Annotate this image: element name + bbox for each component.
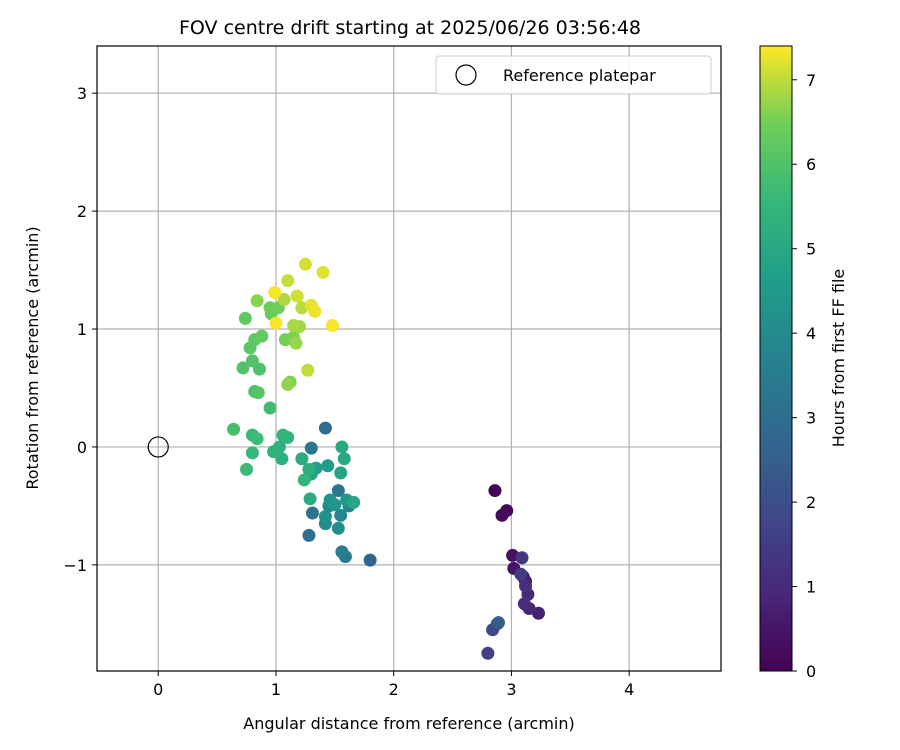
legend: Reference platepar (435, 55, 712, 95)
data-point (328, 498, 342, 512)
data-point (318, 421, 332, 435)
x-tick-label: 3 (506, 680, 516, 699)
colorbar-tick-label: 2 (806, 493, 816, 512)
colorbar-ticks: 0 1 2 3 4 5 6 7 (792, 71, 816, 681)
data-point (334, 508, 348, 522)
y-tick-label: 1 (77, 320, 87, 339)
y-tick-label: 0 (77, 438, 87, 457)
grid-lines (97, 46, 721, 671)
data-point (236, 361, 250, 375)
legend-entry-label: Reference platepar (503, 66, 656, 85)
y-axis-ticks: −1 0 1 2 3 (63, 84, 97, 575)
data-point (335, 545, 349, 559)
data-point (250, 294, 264, 308)
data-point (318, 510, 332, 524)
x-axis-label: Angular distance from reference (arcmin) (243, 714, 574, 733)
chart-title: FOV centre drift starting at 2025/06/26 … (179, 17, 641, 39)
data-point (519, 579, 533, 593)
data-point (334, 466, 348, 480)
data-point (331, 484, 345, 498)
data-point (302, 528, 316, 542)
data-point (495, 508, 509, 522)
data-point (316, 265, 330, 279)
data-point (227, 422, 241, 436)
data-point (481, 646, 495, 660)
data-point (240, 462, 254, 476)
colorbar-tick-label: 3 (806, 409, 816, 428)
legend-box (435, 55, 712, 95)
data-point (308, 304, 322, 318)
reference-marker-group (147, 436, 169, 458)
data-point (269, 316, 283, 330)
data-point (335, 440, 349, 454)
data-point (301, 363, 315, 377)
x-tick-label: 0 (153, 680, 163, 699)
data-point (363, 553, 377, 567)
data-point (298, 257, 312, 271)
y-axis-label: Rotation from reference (arcmin) (23, 226, 42, 489)
colorbar (759, 45, 793, 672)
data-point (321, 459, 335, 473)
data-point (251, 386, 265, 400)
data-point (337, 452, 351, 466)
data-point (289, 336, 303, 350)
data-point (514, 567, 528, 581)
y-tick-label: 2 (77, 202, 87, 221)
y-tick-label: −1 (63, 556, 87, 575)
data-point (488, 484, 502, 498)
x-axis-ticks: 0 1 2 3 4 (153, 671, 634, 699)
colorbar-tick-label: 6 (806, 155, 816, 174)
y-tick-label: 3 (77, 84, 87, 103)
legend-marker-icon (455, 64, 477, 86)
x-tick-label: 4 (624, 680, 634, 699)
reference-marker (147, 436, 169, 458)
data-point (303, 492, 317, 506)
data-point (295, 452, 309, 466)
x-tick-label: 1 (271, 680, 281, 699)
colorbar-tick-label: 1 (806, 578, 816, 597)
colorbar-tick-label: 7 (806, 71, 816, 90)
colorbar-tick-label: 4 (806, 324, 816, 343)
data-point (267, 445, 281, 459)
data-point (517, 597, 531, 611)
data-point (297, 473, 311, 487)
data-point (325, 318, 339, 332)
data-point (238, 311, 252, 325)
data-point (347, 495, 361, 509)
plot-frame (96, 45, 722, 672)
data-point (302, 462, 316, 476)
data-points (227, 257, 546, 660)
data-point (287, 318, 301, 332)
colorbar-tick-label: 5 (806, 240, 816, 259)
data-point (255, 329, 269, 343)
data-point (305, 506, 319, 520)
colorbar-label: Hours from first FF file (829, 269, 848, 448)
x-tick-label: 2 (389, 680, 399, 699)
data-point (250, 432, 264, 446)
data-point (268, 285, 282, 299)
data-point (281, 431, 295, 445)
data-point (331, 521, 345, 535)
colorbar-tick-label: 0 (806, 662, 816, 681)
data-point (304, 441, 318, 455)
data-point (281, 377, 295, 391)
data-point (491, 616, 505, 630)
data-point (281, 274, 295, 288)
data-point (277, 293, 291, 307)
data-point (515, 551, 529, 565)
data-point (263, 401, 277, 415)
data-point (245, 354, 259, 368)
data-point (290, 289, 304, 303)
data-point (245, 446, 259, 460)
